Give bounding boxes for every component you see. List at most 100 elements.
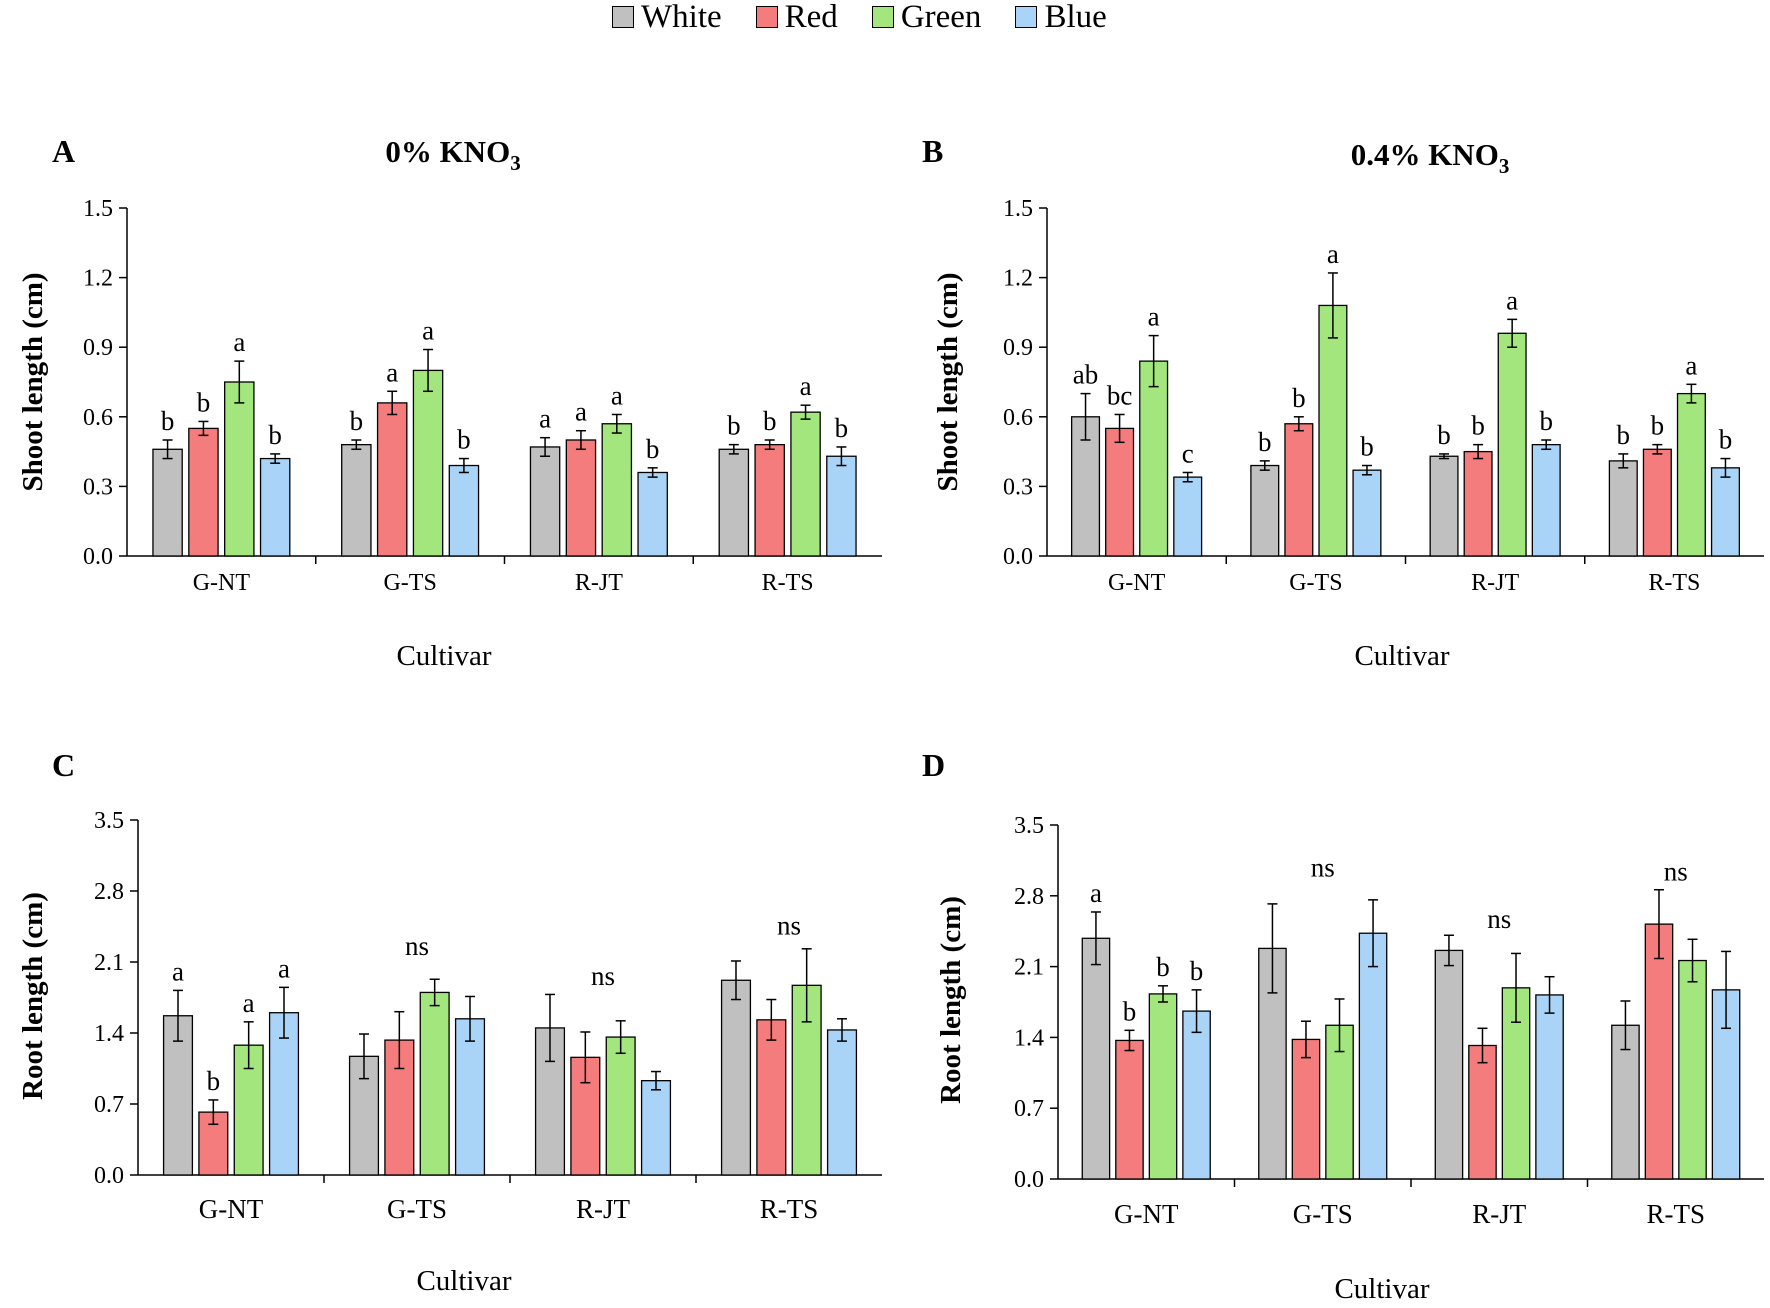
chart-title-main: 0% KNO	[385, 134, 510, 169]
chart-title-subscript: 3	[1499, 154, 1510, 178]
x-tick-label: G-NT	[193, 570, 251, 596]
chart-panel-b: B 0.4% KNO3 0.0 0.3 0.6 0.9 1.2 1.5 Shoot length…	[922, 133, 1764, 672]
x-tick-label: R-TS	[760, 1194, 819, 1224]
legend-swatch-red	[755, 6, 778, 28]
significance-letter: a	[1685, 350, 1697, 380]
chart-title-subscript: 3	[510, 151, 521, 175]
y-tick-label: 0.7	[1014, 1096, 1044, 1122]
significance-letter: b	[1258, 427, 1272, 457]
bar-red-r-jt	[565, 439, 597, 557]
x-tick-label: R-JT	[575, 570, 623, 596]
ns-label: ns	[777, 911, 801, 941]
bar-blue-g-ts	[1358, 932, 1388, 1180]
y-tick-label: 1.5	[83, 196, 113, 222]
y-tick-label: 0.7	[94, 1092, 124, 1118]
y-tick-label: 0.9	[83, 335, 113, 361]
panel-letter: B	[922, 133, 943, 169]
bar-red-r-ts	[1642, 448, 1672, 557]
legend-label: White	[641, 0, 722, 35]
bar-red-g-ts	[1284, 423, 1314, 557]
ns-label: ns	[1311, 852, 1335, 882]
bar-green-g-nt	[1139, 360, 1169, 557]
y-tick-label: 0.9	[1003, 335, 1033, 361]
significance-letter: bc	[1107, 380, 1133, 410]
legend-item-blue: Blue	[1015, 0, 1107, 34]
bar-white-g-nt	[152, 448, 183, 557]
significance-letter: b	[1360, 432, 1374, 462]
bar-green-r-jt	[601, 423, 633, 557]
bar-blue-g-nt	[1182, 1010, 1211, 1180]
ns-label: ns	[591, 961, 615, 991]
significance-letter: a	[1148, 302, 1160, 332]
significance-letter: a	[386, 357, 398, 387]
significance-letter: b	[835, 413, 849, 443]
bar-green-r-ts	[790, 411, 821, 557]
significance-letter: b	[727, 411, 741, 441]
bar-green-g-nt	[224, 381, 255, 557]
bar-green-r-jt	[1497, 332, 1527, 557]
significance-letter: b	[763, 406, 777, 436]
significance-letter: b	[1719, 425, 1733, 455]
bar-white-g-nt	[1081, 937, 1111, 1180]
x-axis-label: Cultivar	[416, 1265, 511, 1297]
chart-panel-d: D 0.0 0.7 1.4 2.1 2.8 3.5 Root length (cm) G-NT a…	[922, 747, 1764, 1305]
x-tick-label: G-TS	[387, 1194, 447, 1224]
bar-green-g-ts	[412, 369, 444, 557]
y-tick-label: 0.0	[1014, 1167, 1044, 1193]
y-tick-label: 1.2	[1003, 266, 1033, 292]
chart-panel-a: A 0% KNO3 0.0 0.3 0.6 0.9 1.2 1.5 Shoot length (…	[17, 133, 882, 672]
significance-letter: a	[278, 953, 290, 983]
legend-item-green: Green	[871, 0, 982, 35]
bar-blue-r-ts	[826, 1029, 858, 1176]
ns-label: ns	[405, 931, 429, 961]
significance-letter: a	[800, 371, 812, 401]
panel-letter: D	[922, 747, 945, 783]
bar-blue-r-ts	[826, 455, 857, 557]
bar-blue-r-ts	[1710, 467, 1741, 557]
significance-letter: b	[1471, 411, 1485, 441]
y-tick-label: 2.8	[1014, 884, 1044, 910]
y-tick-label: 0.0	[83, 544, 113, 570]
y-tick-label: 1.5	[1003, 196, 1033, 222]
significance-letter: a	[539, 404, 551, 434]
y-tick-label: 0.6	[83, 405, 113, 431]
y-tick-label: 2.8	[94, 879, 124, 905]
significance-letter: a	[172, 956, 184, 986]
chart-panel-c: C 0.0 0.7 1.4 2.1 2.8 3.5 Root length (cm) G-NT a…	[17, 747, 882, 1297]
legend-swatch-white	[612, 6, 634, 28]
legend-label: Green	[900, 0, 982, 35]
y-tick-label: 3.5	[1014, 813, 1044, 839]
bar-red-r-ts	[756, 1019, 787, 1176]
x-tick-label: G-TS	[1289, 570, 1342, 596]
legend-item-white: White	[612, 0, 722, 34]
bar-blue-r-jt	[1531, 443, 1561, 557]
significance-letter: b	[457, 425, 471, 455]
bar-blue-g-ts	[1352, 469, 1382, 557]
x-tick-label: R-TS	[762, 570, 814, 596]
x-tick-label: G-NT	[1108, 570, 1166, 596]
significance-letter: b	[161, 406, 175, 436]
y-tick-label: 0.6	[1003, 405, 1033, 431]
bar-green-g-nt	[1148, 993, 1178, 1180]
bar-red-g-nt	[1115, 1039, 1144, 1180]
bar-white-r-ts	[718, 448, 750, 557]
significance-letter: b	[1539, 406, 1553, 436]
bar-red-g-nt	[188, 427, 219, 557]
legend-label: Red	[784, 0, 838, 35]
significance-letter: c	[1182, 438, 1194, 468]
bar-white-r-ts	[1608, 460, 1638, 557]
x-tick-label: R-TS	[1648, 570, 1700, 596]
significance-letter: a	[611, 380, 623, 410]
bar-blue-r-jt	[640, 1080, 672, 1176]
bar-white-r-jt	[529, 446, 561, 557]
x-axis-label: Cultivar	[1354, 640, 1449, 672]
bar-blue-g-ts	[454, 1018, 486, 1176]
y-tick-label: 1.2	[83, 266, 113, 292]
x-axis-label: Cultivar	[396, 640, 491, 672]
legend-swatch-green	[871, 6, 894, 28]
chart-title: 0% KNO3	[385, 134, 520, 175]
bar-green-r-jt	[605, 1036, 636, 1176]
x-tick-label: R-JT	[1471, 570, 1519, 596]
x-tick-label: G-TS	[383, 570, 436, 596]
